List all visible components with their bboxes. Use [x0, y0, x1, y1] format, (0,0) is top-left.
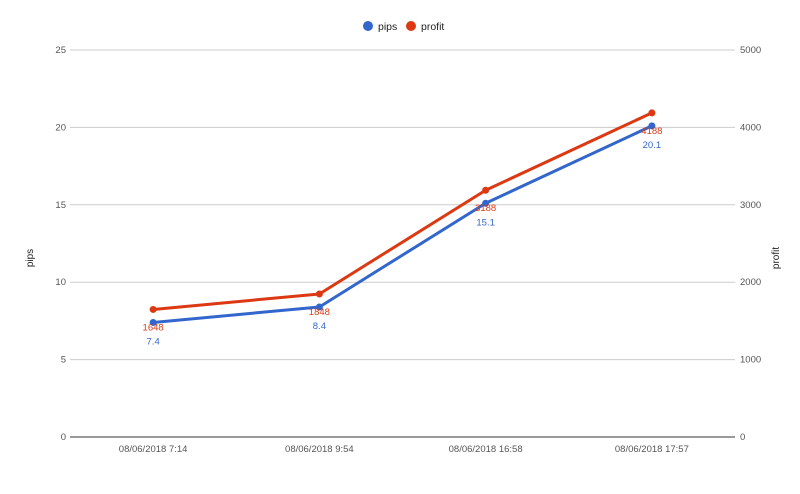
data-point-profit[interactable] [482, 186, 490, 194]
data-labels: 7.4 8.4 15.1 20.1 1648 1848 3188 4188 [143, 126, 663, 348]
right-tick-label: 2000 [740, 277, 761, 288]
x-tick-label: 08/06/2018 7:14 [119, 444, 188, 455]
left-tick-label: 25 [55, 45, 66, 56]
data-label-pips: 7.4 [147, 336, 160, 347]
left-tick-label: 15 [55, 200, 66, 211]
data-label-pips: 8.4 [313, 321, 326, 332]
legend-marker [363, 21, 373, 31]
series-line-profit[interactable] [152, 111, 653, 311]
data-point-pips[interactable] [149, 318, 157, 326]
left-tick-label: 0 [61, 432, 66, 443]
series-line-pips[interactable] [152, 124, 653, 324]
data-point-pips[interactable] [482, 199, 490, 207]
right-tick-label: 5000 [740, 45, 761, 56]
legend-item-profit[interactable]: profit [406, 21, 444, 33]
right-axis-ticks: 0 1000 2000 3000 4000 5000 [740, 45, 761, 443]
x-tick-label: 08/06/2018 16:58 [449, 444, 523, 455]
right-tick-label: 4000 [740, 122, 761, 133]
data-point-profit[interactable] [315, 290, 323, 298]
data-point-profit[interactable] [648, 109, 656, 117]
left-axis-ticks: 0 5 10 15 20 25 [55, 45, 66, 443]
x-axis-ticks: 08/06/2018 7:14 08/06/2018 9:54 08/06/2018… [119, 444, 689, 455]
left-tick-label: 20 [55, 122, 66, 133]
series-group [149, 109, 656, 326]
x-tick-label: 08/06/2018 9:54 [285, 444, 354, 455]
legend-label: pips [378, 21, 397, 33]
legend-label: profit [421, 21, 444, 33]
data-label-pips: 15.1 [476, 217, 495, 228]
right-tick-label: 0 [740, 432, 745, 443]
data-label-profit: 4188 [641, 126, 662, 137]
data-point-pips[interactable] [315, 303, 323, 311]
x-tick-label: 08/06/2018 17:57 [615, 444, 689, 455]
data-label-profit: 3188 [475, 203, 496, 214]
data-point-profit[interactable] [149, 305, 157, 313]
right-tick-label: 1000 [740, 355, 761, 366]
right-tick-label: 3000 [740, 200, 761, 211]
left-tick-label: 5 [61, 355, 66, 366]
legend[interactable]: pips profit [363, 21, 444, 33]
left-axis-title: pips [25, 249, 36, 267]
legend-marker [406, 21, 416, 31]
data-label-pips: 20.1 [643, 140, 662, 151]
right-axis-title: profit [771, 247, 782, 269]
data-point-pips[interactable] [648, 122, 656, 130]
legend-item-pips[interactable]: pips [363, 21, 397, 33]
gridlines [70, 49, 735, 438]
left-tick-label: 10 [55, 277, 66, 288]
data-label-profit: 1848 [309, 307, 330, 318]
data-label-profit: 1648 [143, 322, 164, 333]
